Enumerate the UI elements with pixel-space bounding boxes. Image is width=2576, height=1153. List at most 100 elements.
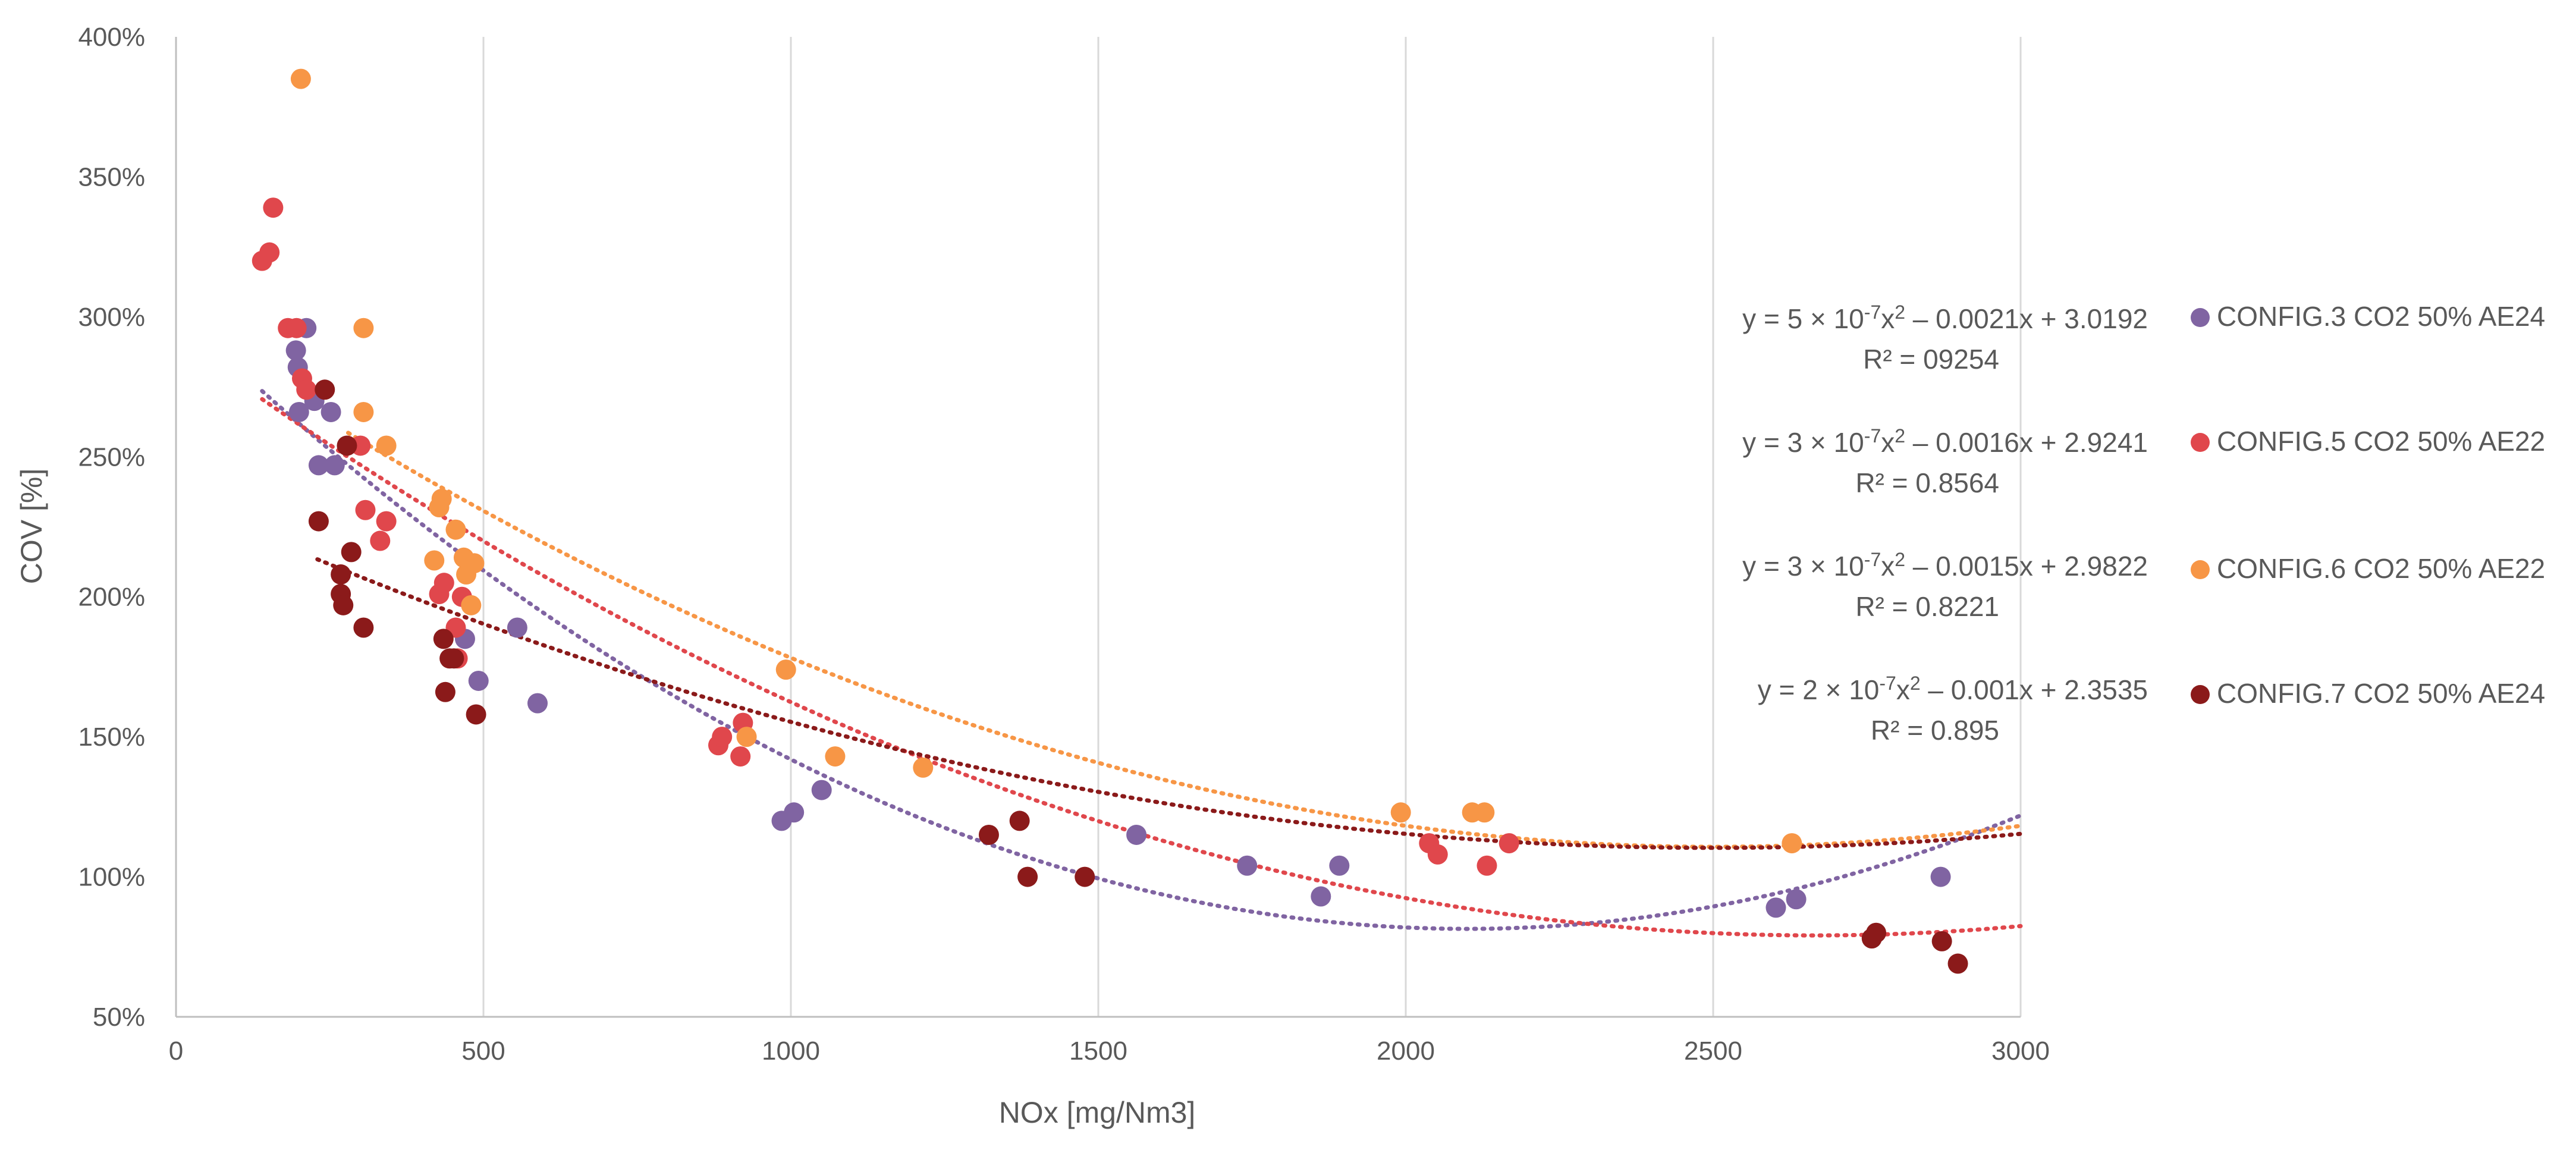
legend-label: CONFIG.6 CO2 50% AE22: [2217, 553, 2545, 584]
data-point: [1329, 855, 1350, 876]
data-point: [285, 340, 306, 361]
y-tick-label: 250%: [78, 442, 145, 472]
data-point: [1311, 886, 1331, 907]
legend-label: CONFIG.3 CO2 50% AE24: [2217, 301, 2545, 332]
y-tick-label: 400%: [78, 23, 145, 52]
data-point: [353, 617, 374, 638]
data-point: [1075, 866, 1095, 887]
tick-labels: 0 500 1000 1500 2000 2500 3000 50% 100% 150% 200% 2…: [78, 23, 2049, 1066]
data-point: [331, 564, 351, 585]
data-point: [290, 68, 311, 89]
data-point: [333, 595, 354, 615]
legend-label: CONFIG.5 CO2 50% AE22: [2217, 426, 2545, 457]
trendline-equations: y = 5 × 10-7x2 – 0.0021x + 3.0192 R² = 09…: [1742, 301, 2148, 746]
trendline-equation: y = 3 × 10-7x2 – 0.0015x + 2.9822: [1742, 549, 2148, 582]
data-point: [1017, 866, 1038, 887]
data-point: [1499, 833, 1519, 854]
data-point: [341, 542, 362, 563]
trendline: [260, 389, 2023, 931]
data-point: [1930, 866, 1951, 887]
trendline-equation: y = 3 × 10-7x2 – 0.0016x + 2.9241: [1742, 425, 2148, 458]
data-point: [286, 318, 307, 338]
data-point: [353, 401, 374, 422]
data-point: [445, 519, 466, 540]
trendline-equation: y = 2 × 10-7x2 – 0.001x + 2.3535: [1758, 673, 2148, 705]
data-point: [730, 746, 751, 767]
data-point: [736, 727, 757, 747]
data-point: [784, 802, 805, 823]
data-point: [507, 617, 527, 638]
trendline: [260, 397, 2023, 938]
data-point: [355, 499, 376, 520]
data-point: [308, 455, 329, 476]
y-tick-label: 200%: [78, 583, 145, 612]
data-point: [376, 435, 397, 456]
data-point: [1237, 855, 1258, 876]
grid: [482, 37, 2022, 1017]
trendline: [346, 431, 2023, 849]
data-point: [1947, 953, 1968, 974]
data-point: [324, 455, 345, 476]
y-tick-label: 350%: [78, 162, 145, 191]
data-point: [433, 629, 454, 649]
data-point: [1786, 889, 1807, 910]
data-point: [825, 746, 846, 767]
trendline: [315, 557, 2023, 850]
data-point: [775, 659, 796, 680]
data-point: [1477, 855, 1497, 876]
data-point: [424, 550, 445, 571]
x-tick-label: 1000: [762, 1036, 820, 1066]
data-point: [461, 595, 482, 615]
data-point: [1866, 922, 1887, 943]
data-point: [444, 648, 464, 669]
data-point: [259, 242, 280, 263]
data-point: [468, 670, 489, 691]
x-tick-label: 500: [461, 1036, 505, 1066]
y-tick-label: 50%: [93, 1003, 145, 1032]
y-tick-label: 300%: [78, 303, 145, 332]
data-points: [252, 68, 1968, 974]
data-point: [308, 511, 329, 532]
data-point: [370, 530, 391, 551]
trendline-r2: R² = 0.8221: [1855, 591, 1999, 622]
x-tick-label: 2000: [1377, 1036, 1435, 1066]
data-point: [337, 435, 357, 456]
y-tick-label: 150%: [78, 722, 145, 752]
axes: [175, 37, 2021, 1018]
legend-marker: [2191, 433, 2210, 452]
data-point: [464, 553, 485, 574]
legend-marker: [2191, 685, 2210, 704]
legend-label: CONFIG.7 CO2 50% AE24: [2217, 678, 2545, 709]
data-point: [978, 824, 999, 845]
x-tick-label: 2500: [1684, 1036, 1742, 1066]
trendlines: [260, 389, 2023, 938]
legend: CONFIG.3 CO2 50% AE24 CONFIG.5 CO2 50% AE…: [2191, 301, 2545, 709]
data-point: [1931, 931, 1952, 951]
data-point: [321, 401, 341, 422]
data-point: [296, 379, 317, 400]
data-point: [353, 318, 374, 338]
data-point: [315, 379, 335, 400]
data-point: [1782, 833, 1802, 854]
trendline-r2: R² = 09254: [1863, 344, 1999, 375]
data-point: [288, 401, 309, 422]
data-point: [1427, 844, 1448, 865]
x-axis-title: NOx [mg/Nm3]: [999, 1096, 1196, 1129]
data-point: [811, 780, 832, 800]
trendline-equation: y = 5 × 10-7x2 – 0.0021x + 3.0192: [1742, 301, 2148, 334]
y-tick-label: 100%: [78, 863, 145, 892]
data-point: [1126, 824, 1147, 845]
trendline-r2: R² = 0.8564: [1855, 467, 1999, 498]
data-point: [1009, 810, 1030, 831]
x-tick-label: 1500: [1069, 1036, 1127, 1066]
legend-marker: [2191, 560, 2210, 579]
data-point: [263, 197, 284, 218]
data-point: [433, 573, 454, 593]
data-point: [913, 757, 934, 778]
data-point: [466, 704, 486, 725]
data-point: [1765, 897, 1786, 918]
data-point: [527, 693, 548, 714]
legend-marker: [2191, 308, 2210, 327]
data-point: [431, 488, 452, 509]
